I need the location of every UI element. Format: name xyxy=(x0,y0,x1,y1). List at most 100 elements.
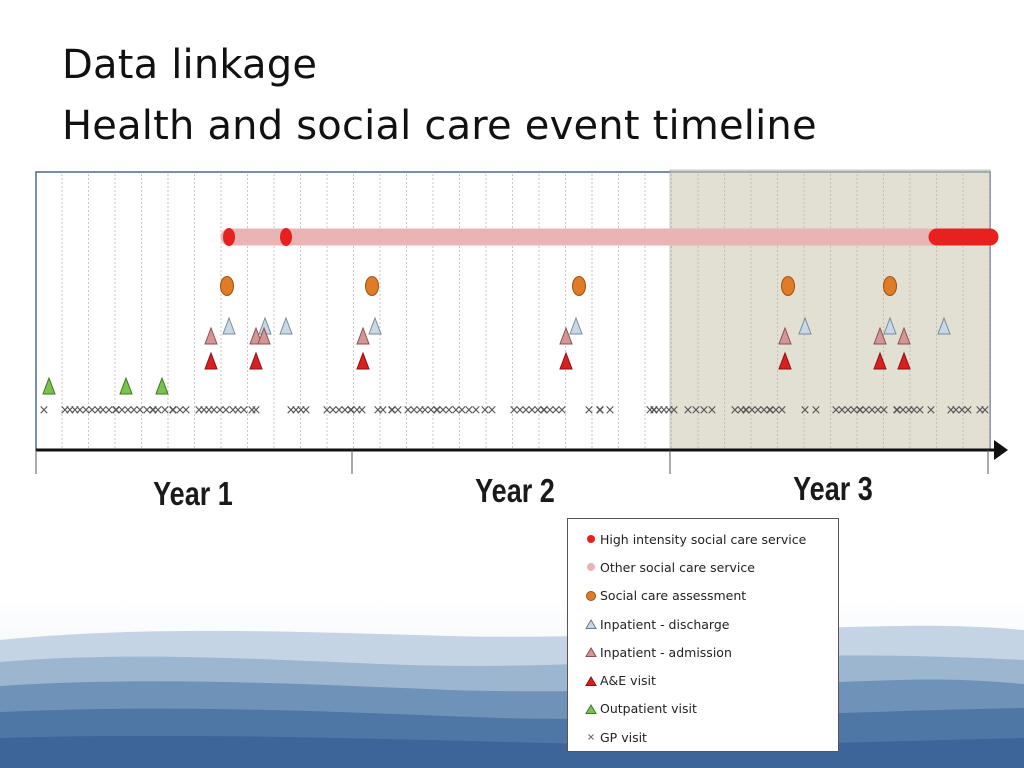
gp-visit-marker: × xyxy=(521,403,532,418)
orange-circle-icon xyxy=(584,589,598,603)
gp-visit-marker: × xyxy=(291,403,302,418)
gp-visit-marker: × xyxy=(65,403,76,418)
gp-visit-marker: × xyxy=(75,403,86,418)
gp-visit-marker: × xyxy=(879,403,890,418)
gp-visit-marker: × xyxy=(104,403,115,418)
gp-visit-marker: × xyxy=(683,403,694,418)
gp-visit-marker: × xyxy=(204,403,215,418)
legend-item-label: Inpatient - discharge xyxy=(600,616,730,632)
gp-visit-marker: × xyxy=(551,403,562,418)
gp-visit-marker: × xyxy=(898,403,909,418)
event-timeline: × ××××××××××××××××××××× ××××××××××× ×××× ×××… xyxy=(35,169,1008,513)
gp-visit-marker: × xyxy=(194,403,205,418)
inpatient-discharge-marker xyxy=(798,316,812,335)
gp-visit-marker: × xyxy=(346,403,357,418)
legend: High intensity social care service Other … xyxy=(567,518,839,752)
gp-visit-marker: × xyxy=(753,403,764,418)
outpatient-visit-marker xyxy=(42,376,56,395)
gp-visit-marker: × xyxy=(471,403,482,418)
outpatient-visit-marker xyxy=(155,376,169,395)
gp-visit-marker: × xyxy=(444,403,455,418)
inpatient-admission-marker xyxy=(257,326,271,345)
gp-visit-marker: × xyxy=(209,403,220,418)
gp-visit-marker: × xyxy=(60,403,71,418)
inpatient-discharge-marker xyxy=(569,316,583,335)
gp-visit-row: × ××××××××××××××××××××× ××××××××××× ×××× ×××… xyxy=(39,403,991,418)
inpatient-discharge-marker xyxy=(368,316,382,335)
ae-visit-marker xyxy=(873,351,887,370)
legend-item-label: Other social care service xyxy=(600,559,755,575)
gp-visit-marker: × xyxy=(527,403,538,418)
gp-visit-marker: × xyxy=(946,403,957,418)
inpatient-discharge-marker xyxy=(937,316,951,335)
gp-visit-marker: × xyxy=(322,403,333,418)
inpatient-admission-marker xyxy=(204,326,218,345)
legend-item: High intensity social care service xyxy=(584,525,838,553)
gp-visit-marker: × xyxy=(296,403,307,418)
red-triangle-icon xyxy=(584,674,598,688)
gp-visit-marker: × xyxy=(691,403,702,418)
gp-visit-marker: × xyxy=(160,403,171,418)
legend-item: Other social care service xyxy=(584,553,838,581)
gp-visit-marker: × xyxy=(153,403,164,418)
inpatient-admission-marker xyxy=(778,326,792,345)
year-1-label: Year 1 xyxy=(153,477,233,513)
gp-visit-marker: × xyxy=(831,403,842,418)
gp-visit-marker: × xyxy=(334,403,345,418)
social-care-assessment-marker xyxy=(781,276,795,296)
gp-visit-marker: × xyxy=(759,403,770,418)
gp-visit-marker: × xyxy=(909,403,920,418)
legend-item-label: A&E visit xyxy=(600,673,656,689)
gp-visit-marker: × xyxy=(168,403,179,418)
gp-visit-marker: × xyxy=(811,403,822,418)
gp-visit-marker: × xyxy=(926,403,937,418)
gp-visit-marker: × xyxy=(87,403,98,418)
gp-visit-marker: × xyxy=(215,403,226,418)
inpatient-admission-marker xyxy=(356,326,370,345)
legend-item-label: Outpatient visit xyxy=(600,701,697,717)
gp-visit-marker: × xyxy=(393,403,404,418)
gp-visit-marker: × xyxy=(81,403,92,418)
ae-visit-marker xyxy=(778,351,792,370)
gp-visit-marker: × xyxy=(736,403,747,418)
gp-visit-marker: × xyxy=(111,403,122,418)
gp-visit-marker: × xyxy=(286,403,297,418)
legend-item: A&E visit xyxy=(584,666,838,694)
gp-visit-marker: × xyxy=(464,403,475,418)
gp-visit-marker: × xyxy=(975,403,986,418)
gp-visit-marker: × xyxy=(861,403,872,418)
social-care-assessment-marker xyxy=(883,276,897,296)
high-intensity-marker xyxy=(223,228,235,246)
gp-visit-marker: × xyxy=(409,403,420,418)
legend-item: Social care assessment xyxy=(584,582,838,610)
inpatient-admission-marker xyxy=(873,326,887,345)
gp-visit-marker: × xyxy=(837,403,848,418)
gp-visit-marker: × xyxy=(595,403,606,418)
gp-visit-marker: × xyxy=(904,403,915,418)
legend-item: GP visit xyxy=(584,723,838,751)
gp-visit-marker: × xyxy=(451,403,462,418)
ae-visit-marker xyxy=(249,351,263,370)
gp-visit-marker: × xyxy=(980,403,991,418)
pink-triangle-icon xyxy=(584,645,598,659)
inpatient-discharge-marker xyxy=(279,316,293,335)
gp-visit-marker: × xyxy=(843,403,854,418)
pink-dot-icon xyxy=(584,560,598,574)
gp-visit-marker: × xyxy=(515,403,526,418)
gp-visit-marker: × xyxy=(301,403,312,418)
legend-item: Inpatient - admission xyxy=(584,638,838,666)
gp-visit-marker: × xyxy=(777,403,788,418)
gp-visit-marker: × xyxy=(741,403,752,418)
light-blue-triangle-icon xyxy=(584,617,598,631)
gp-visit-marker: × xyxy=(221,403,232,418)
legend-item-label: Inpatient - admission xyxy=(600,644,732,660)
gp-visit-marker: × xyxy=(747,403,758,418)
gp-visit-marker: × xyxy=(669,403,680,418)
gp-visit-marker: × xyxy=(649,403,660,418)
gp-visit-marker: × xyxy=(867,403,878,418)
gp-visit-marker: × xyxy=(117,403,128,418)
gp-visit-marker: × xyxy=(340,403,351,418)
gp-visit-marker: × xyxy=(420,403,431,418)
gp-visit-marker: × xyxy=(142,403,153,418)
gp-visit-marker: × xyxy=(509,403,520,418)
